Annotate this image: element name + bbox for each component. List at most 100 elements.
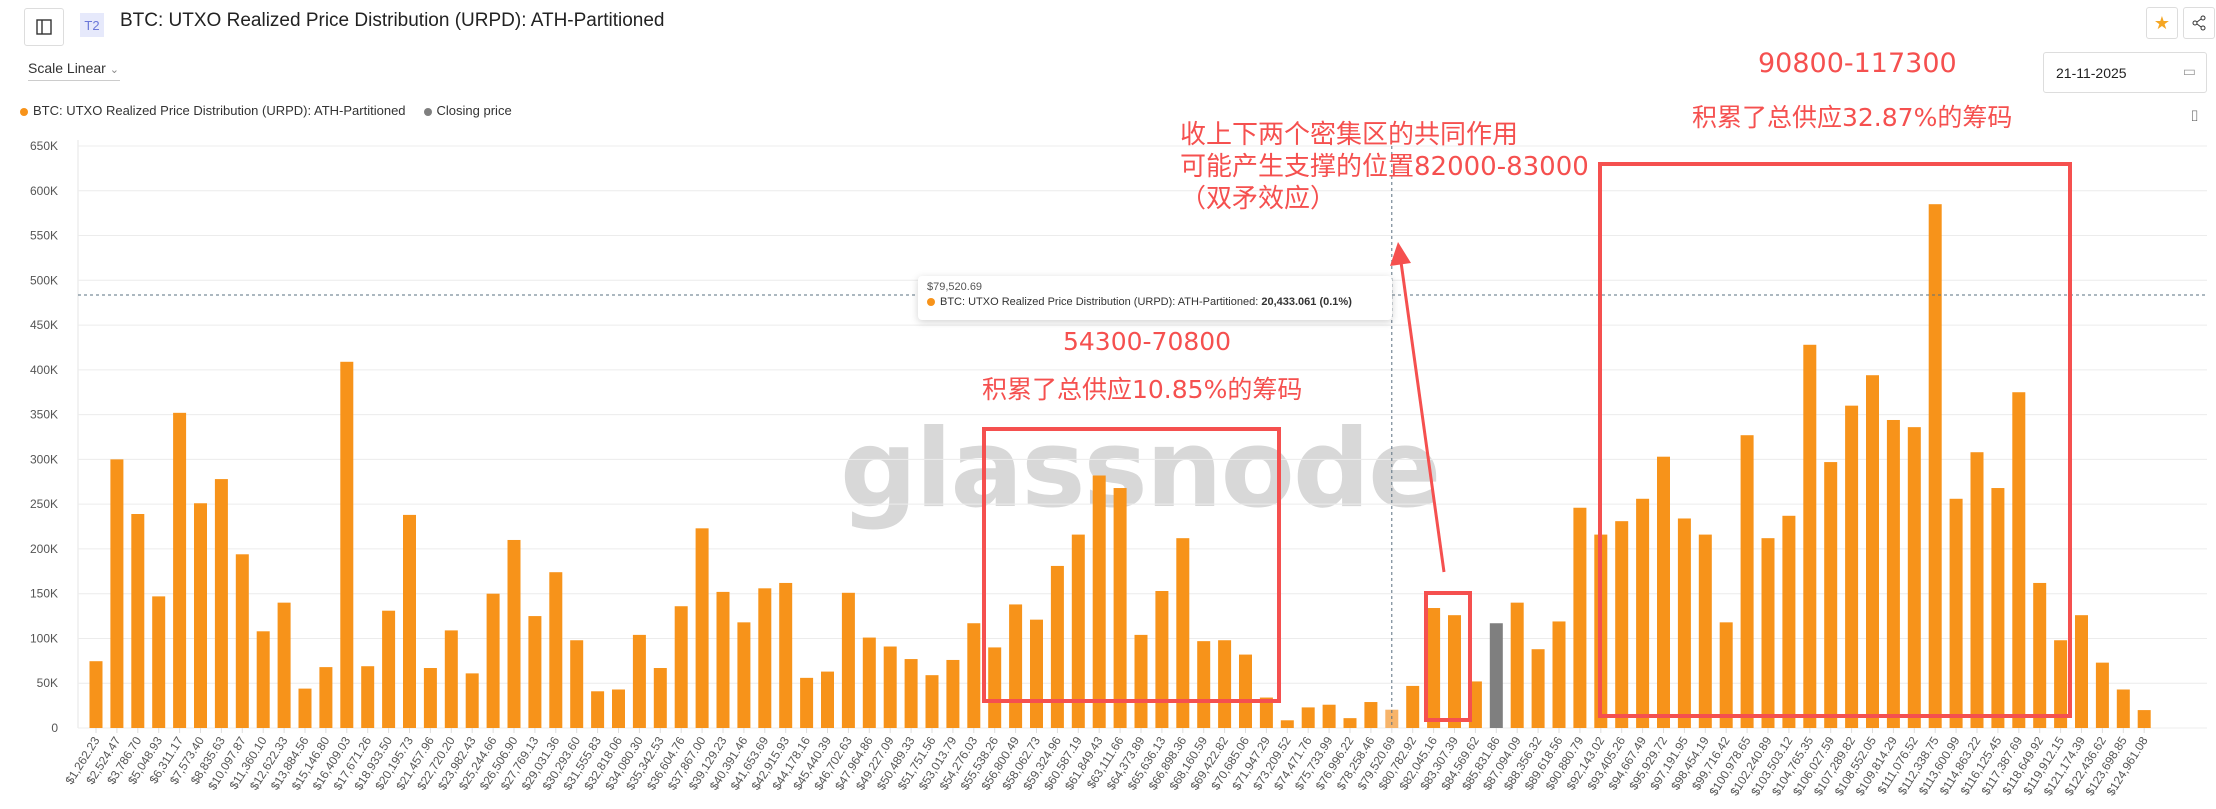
bar bbox=[1615, 521, 1629, 728]
bar bbox=[800, 677, 814, 728]
bar bbox=[194, 503, 207, 728]
scale-select[interactable]: Scale Linear ⌄ bbox=[28, 60, 120, 81]
y-tick-label: 0 bbox=[51, 721, 58, 735]
sidebar-toggle-button[interactable] bbox=[24, 8, 64, 46]
bar bbox=[841, 592, 855, 728]
bar bbox=[444, 630, 458, 728]
bar bbox=[235, 554, 249, 728]
tooltip: $79,520.69 BTC: UTXO Realized Price Dist… bbox=[918, 276, 1392, 320]
bar bbox=[1907, 427, 1921, 728]
y-tick-label: 200K bbox=[30, 542, 58, 556]
chevron-down-icon: ⌄ bbox=[109, 64, 119, 76]
bar bbox=[1657, 456, 1670, 728]
bar bbox=[1782, 515, 1796, 728]
bar bbox=[1510, 602, 1524, 728]
bar bbox=[570, 640, 584, 728]
y-tick-label: 150K bbox=[30, 587, 58, 601]
y-tick-label: 650K bbox=[30, 139, 58, 153]
date-input[interactable]: 21-11-2025 ▭ bbox=[2043, 52, 2207, 93]
bar bbox=[2054, 640, 2068, 728]
bar bbox=[1009, 604, 1023, 728]
y-tick-label: 350K bbox=[30, 408, 58, 422]
annotation-mid-line2: 可能产生支撑的位置82000-83000 bbox=[1180, 152, 1589, 182]
bar bbox=[1218, 640, 1232, 728]
tooltip-series: BTC: UTXO Realized Price Distribution (U… bbox=[940, 296, 1259, 308]
bar bbox=[883, 646, 897, 728]
bar bbox=[2033, 582, 2047, 728]
bar bbox=[2137, 710, 2151, 728]
bar bbox=[925, 675, 939, 728]
bar bbox=[1949, 498, 1963, 728]
bar bbox=[486, 593, 500, 728]
sidebar-icon bbox=[36, 19, 52, 35]
bar bbox=[1677, 518, 1691, 728]
y-tick-label: 550K bbox=[30, 229, 58, 243]
bar bbox=[1364, 702, 1378, 728]
bar bbox=[361, 666, 375, 728]
bar bbox=[632, 634, 646, 728]
bar bbox=[423, 668, 437, 728]
bar bbox=[591, 691, 605, 728]
annotation-box-upper bbox=[1598, 162, 2072, 718]
bar bbox=[1991, 488, 2005, 728]
y-tick-label: 50K bbox=[37, 676, 58, 690]
share-icon bbox=[2192, 15, 2206, 31]
bar bbox=[256, 631, 270, 728]
scale-label: Scale Linear bbox=[28, 60, 106, 76]
legend-item-series[interactable]: BTC: UTXO Realized Price Distribution (U… bbox=[20, 103, 406, 118]
bar bbox=[1970, 452, 1984, 728]
bar bbox=[904, 659, 918, 728]
bar bbox=[967, 623, 981, 728]
annotation-mid-line1: 收上下两个密集区的共同作用 bbox=[1180, 120, 1519, 150]
bar bbox=[1803, 344, 1817, 728]
bar bbox=[403, 514, 416, 728]
bar bbox=[2095, 662, 2109, 728]
bar bbox=[173, 412, 187, 728]
share-button[interactable] bbox=[2183, 7, 2215, 39]
bar bbox=[1071, 534, 1085, 728]
tier-badge: T2 bbox=[80, 13, 104, 37]
bar bbox=[528, 616, 542, 728]
y-tick-label: 100K bbox=[30, 631, 58, 645]
bar bbox=[612, 689, 625, 728]
bar bbox=[1301, 707, 1315, 728]
bar bbox=[1531, 649, 1545, 728]
bar bbox=[1113, 488, 1127, 728]
annotation-low-range: 54300-70800 bbox=[1063, 327, 1232, 356]
legend-item-closing[interactable]: Closing price bbox=[423, 103, 512, 118]
bar bbox=[821, 671, 834, 728]
annotation-box-lower bbox=[982, 427, 1281, 703]
bar bbox=[1761, 538, 1775, 728]
calendar-icon: ▭ bbox=[2182, 63, 2196, 79]
bar bbox=[1698, 534, 1712, 728]
bar bbox=[1239, 654, 1252, 728]
bar bbox=[653, 668, 667, 728]
bar bbox=[2075, 615, 2088, 728]
bar bbox=[1092, 475, 1106, 728]
camera-icon[interactable]: ⌷ bbox=[2190, 108, 2200, 125]
y-tick-label: 600K bbox=[30, 184, 58, 198]
bar bbox=[1468, 681, 1482, 728]
bar bbox=[1448, 615, 1461, 728]
star-icon: ★ bbox=[2153, 12, 2171, 33]
bar bbox=[1824, 462, 1838, 728]
bar bbox=[152, 596, 166, 728]
bar bbox=[1322, 704, 1336, 728]
bar bbox=[2012, 392, 2026, 728]
legend: BTC: UTXO Realized Price Distribution (U… bbox=[20, 103, 512, 118]
y-tick-label: 500K bbox=[30, 273, 58, 287]
bar bbox=[549, 572, 563, 728]
favorite-button[interactable]: ★ bbox=[2146, 7, 2178, 39]
bar bbox=[131, 514, 145, 728]
bar bbox=[758, 588, 772, 728]
bar bbox=[1259, 697, 1273, 728]
annotation-box-support bbox=[1424, 591, 1472, 722]
annotation-low-supply: 积累了总供应10.85%的筹码 bbox=[982, 375, 1303, 404]
bar bbox=[1719, 622, 1733, 728]
annotation-mid-line3: （双矛效应） bbox=[1180, 184, 1337, 214]
bar bbox=[1886, 419, 1900, 728]
bar bbox=[988, 647, 1002, 728]
annotation-top-supply: 积累了总供应32.87%的筹码 bbox=[1692, 103, 2013, 132]
y-tick-label: 400K bbox=[30, 363, 58, 377]
